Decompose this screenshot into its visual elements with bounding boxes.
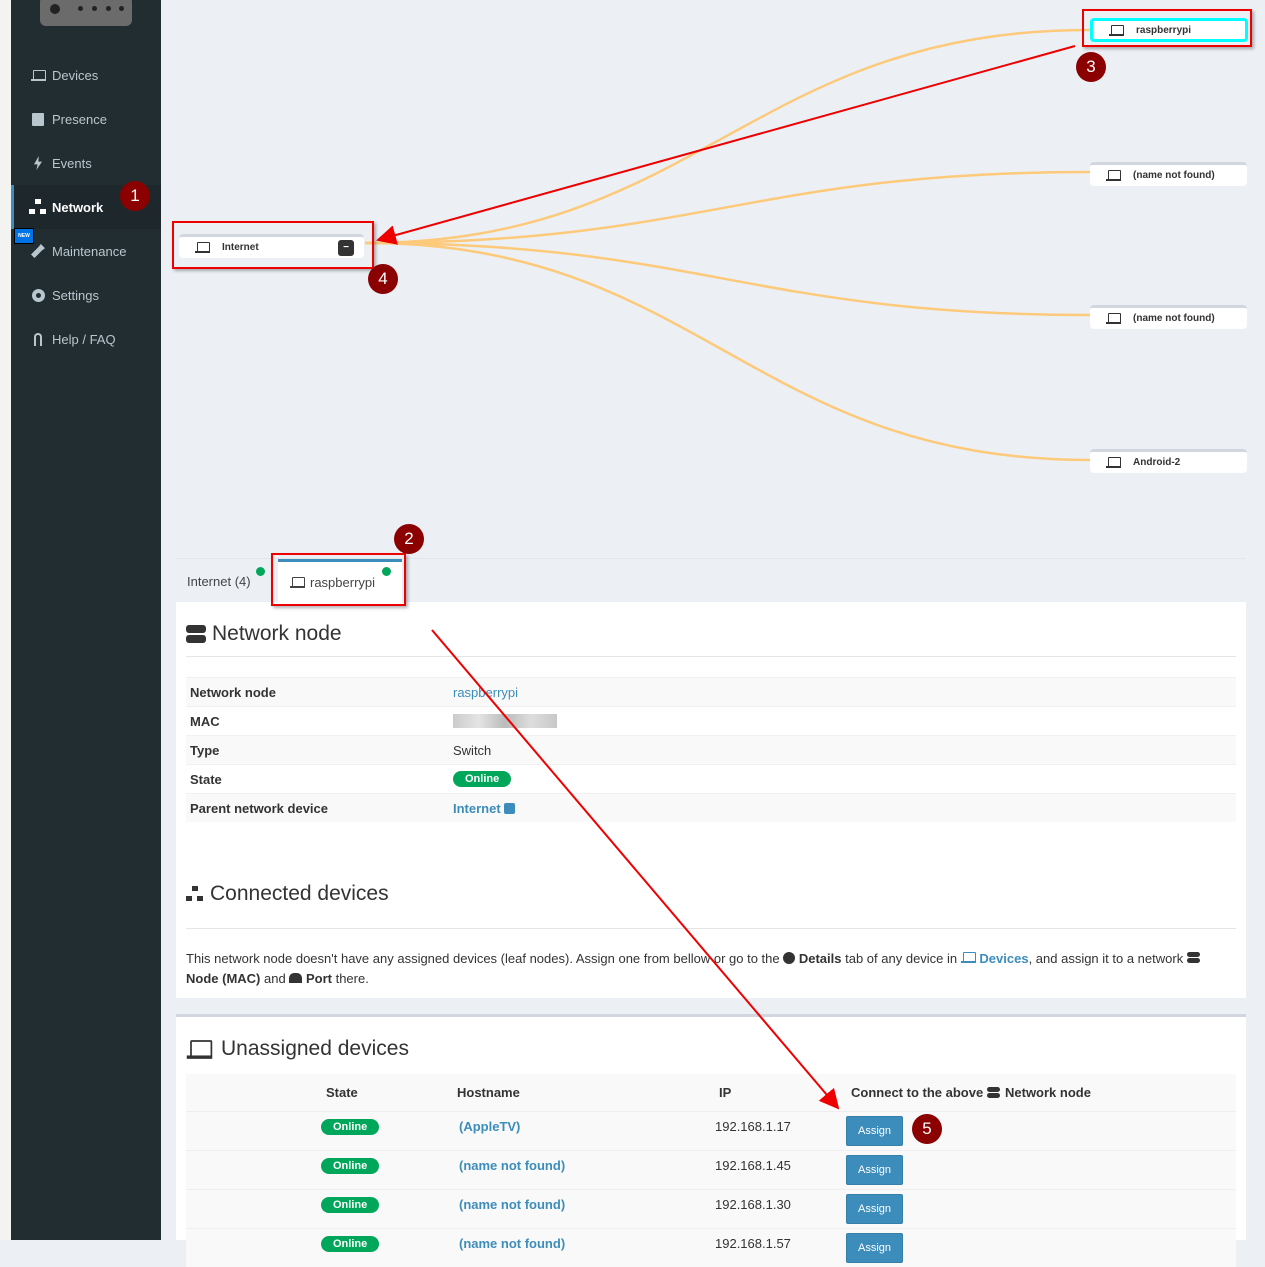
mac-redacted [453,714,557,728]
annotation-marker: 4 [368,264,398,294]
tab-raspberrypi[interactable]: raspberrypi [278,559,402,603]
network-graph-links [364,28,1091,462]
sitemap-icon [29,199,47,214]
laptop-icon [1106,313,1121,324]
table-header: State Hostname IP Connect to the above N… [186,1074,1236,1111]
external-link-icon [503,802,515,814]
hostname-link[interactable]: (name not found) [459,1158,566,1173]
graph-node-raspberrypi[interactable]: raspberrypi [1090,18,1248,42]
annotation-marker: 1 [120,181,150,211]
graph-link [364,170,1091,245]
annotation-marker: 2 [394,524,424,554]
network-node-heading: Network node [186,622,342,646]
graph-link [364,28,1091,245]
table-row: State Online [186,764,1236,793]
laptop-icon [960,952,976,963]
table-row: MAC [186,706,1236,735]
tab-internet[interactable]: Internet (4) [187,573,251,589]
table-row: Online (AppleTV) 192.168.1.17 Assign [186,1111,1236,1150]
sidebar-item-settings[interactable]: Settings [11,273,161,317]
annotation-marker: 3 [1076,52,1106,82]
graph-node[interactable]: (name not found) [1090,305,1247,329]
hostname-link[interactable]: (AppleTV) [459,1119,521,1134]
status-badge: Online [321,1197,380,1213]
new-badge: NEW [14,228,34,244]
bolt-icon [29,156,47,170]
gear-icon [29,288,47,302]
calendar-icon [29,112,47,126]
ethernet-icon [289,973,303,983]
table-row: Type Switch [186,735,1236,764]
table-row: Online (name not found) 192.168.1.45 Ass… [186,1150,1236,1189]
sidebar-item-presence[interactable]: Presence [11,97,161,141]
graph-link [364,241,1091,462]
status-badge: Online [321,1236,380,1252]
graph-link [364,241,1091,317]
sitemap-icon [186,886,204,902]
tab-bar: Internet (4) raspberrypi [176,558,1246,603]
graph-node[interactable]: (name not found) [1090,162,1247,186]
assign-button[interactable]: Assign [846,1155,904,1185]
annotation-box [172,221,374,269]
graph-node-internet[interactable]: Internet − [179,234,364,258]
parent-link[interactable]: Internet [453,800,501,816]
question-icon [29,332,47,346]
wrench-icon [29,244,47,258]
annotation-box [271,553,406,606]
status-badge: Online [453,771,512,787]
connected-devices-message: This network node doesn't have any assig… [186,949,1226,989]
connected-devices-heading: Connected devices [186,882,389,906]
laptop-icon [1106,170,1121,181]
ip-address: 192.168.1.30 [715,1197,791,1212]
logo [40,0,132,26]
ip-address: 192.168.1.17 [715,1119,791,1134]
table-row: Online (name not found) 192.168.1.57 Ass… [186,1228,1236,1267]
server-icon [1186,952,1200,963]
laptop-icon [290,577,305,588]
table-row: Parent network device Internet [186,793,1236,822]
desktop-edge [0,0,11,1240]
ip-address: 192.168.1.45 [715,1158,791,1173]
node-link[interactable]: raspberrypi [453,684,519,700]
status-dot [382,567,391,576]
sidebar-item-help[interactable]: Help / FAQ [11,317,161,361]
sidebar-item-events[interactable]: Events [11,141,161,185]
assign-button[interactable]: Assign [846,1194,904,1224]
graph-node[interactable]: Android-2 [1090,449,1247,473]
sidebar-item-devices[interactable]: Devices [11,53,161,97]
assign-button[interactable]: Assign [846,1116,904,1146]
status-dot [256,567,265,576]
laptop-icon [1106,457,1121,468]
table-row: Online (name not found) 192.168.1.30 Ass… [186,1189,1236,1228]
server-icon [987,1087,1000,1098]
sidebar-item-maintenance[interactable]: Maintenance [11,229,161,273]
laptop-icon [29,68,47,82]
annotation-marker: 5 [912,1114,942,1144]
status-badge: Online [321,1158,380,1174]
devices-link[interactable]: Devices [979,951,1029,966]
divider [186,656,1236,657]
annotation-box [1082,9,1252,47]
unassigned-devices-heading: Unassigned devices [186,1037,409,1061]
ip-address: 192.168.1.57 [715,1236,791,1251]
status-badge: Online [321,1119,380,1135]
hostname-link[interactable]: (name not found) [459,1236,566,1251]
laptop-icon [195,242,210,253]
table-row: Network node raspberrypi [186,677,1236,706]
server-icon [186,625,206,643]
assign-button[interactable]: Assign [846,1233,904,1263]
laptop-icon [186,1039,213,1059]
collapse-button[interactable]: − [338,240,354,256]
laptop-icon [1109,24,1124,36]
divider [186,928,1236,929]
info-icon [783,952,796,964]
hostname-link[interactable]: (name not found) [459,1197,566,1212]
